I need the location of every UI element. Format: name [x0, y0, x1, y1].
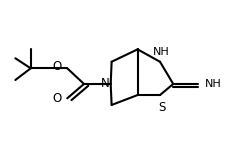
Text: NH: NH — [205, 79, 222, 89]
Text: S: S — [159, 101, 166, 114]
Text: O: O — [52, 92, 61, 105]
Text: NH: NH — [153, 47, 169, 57]
Text: N: N — [100, 77, 109, 91]
Text: O: O — [52, 60, 61, 73]
